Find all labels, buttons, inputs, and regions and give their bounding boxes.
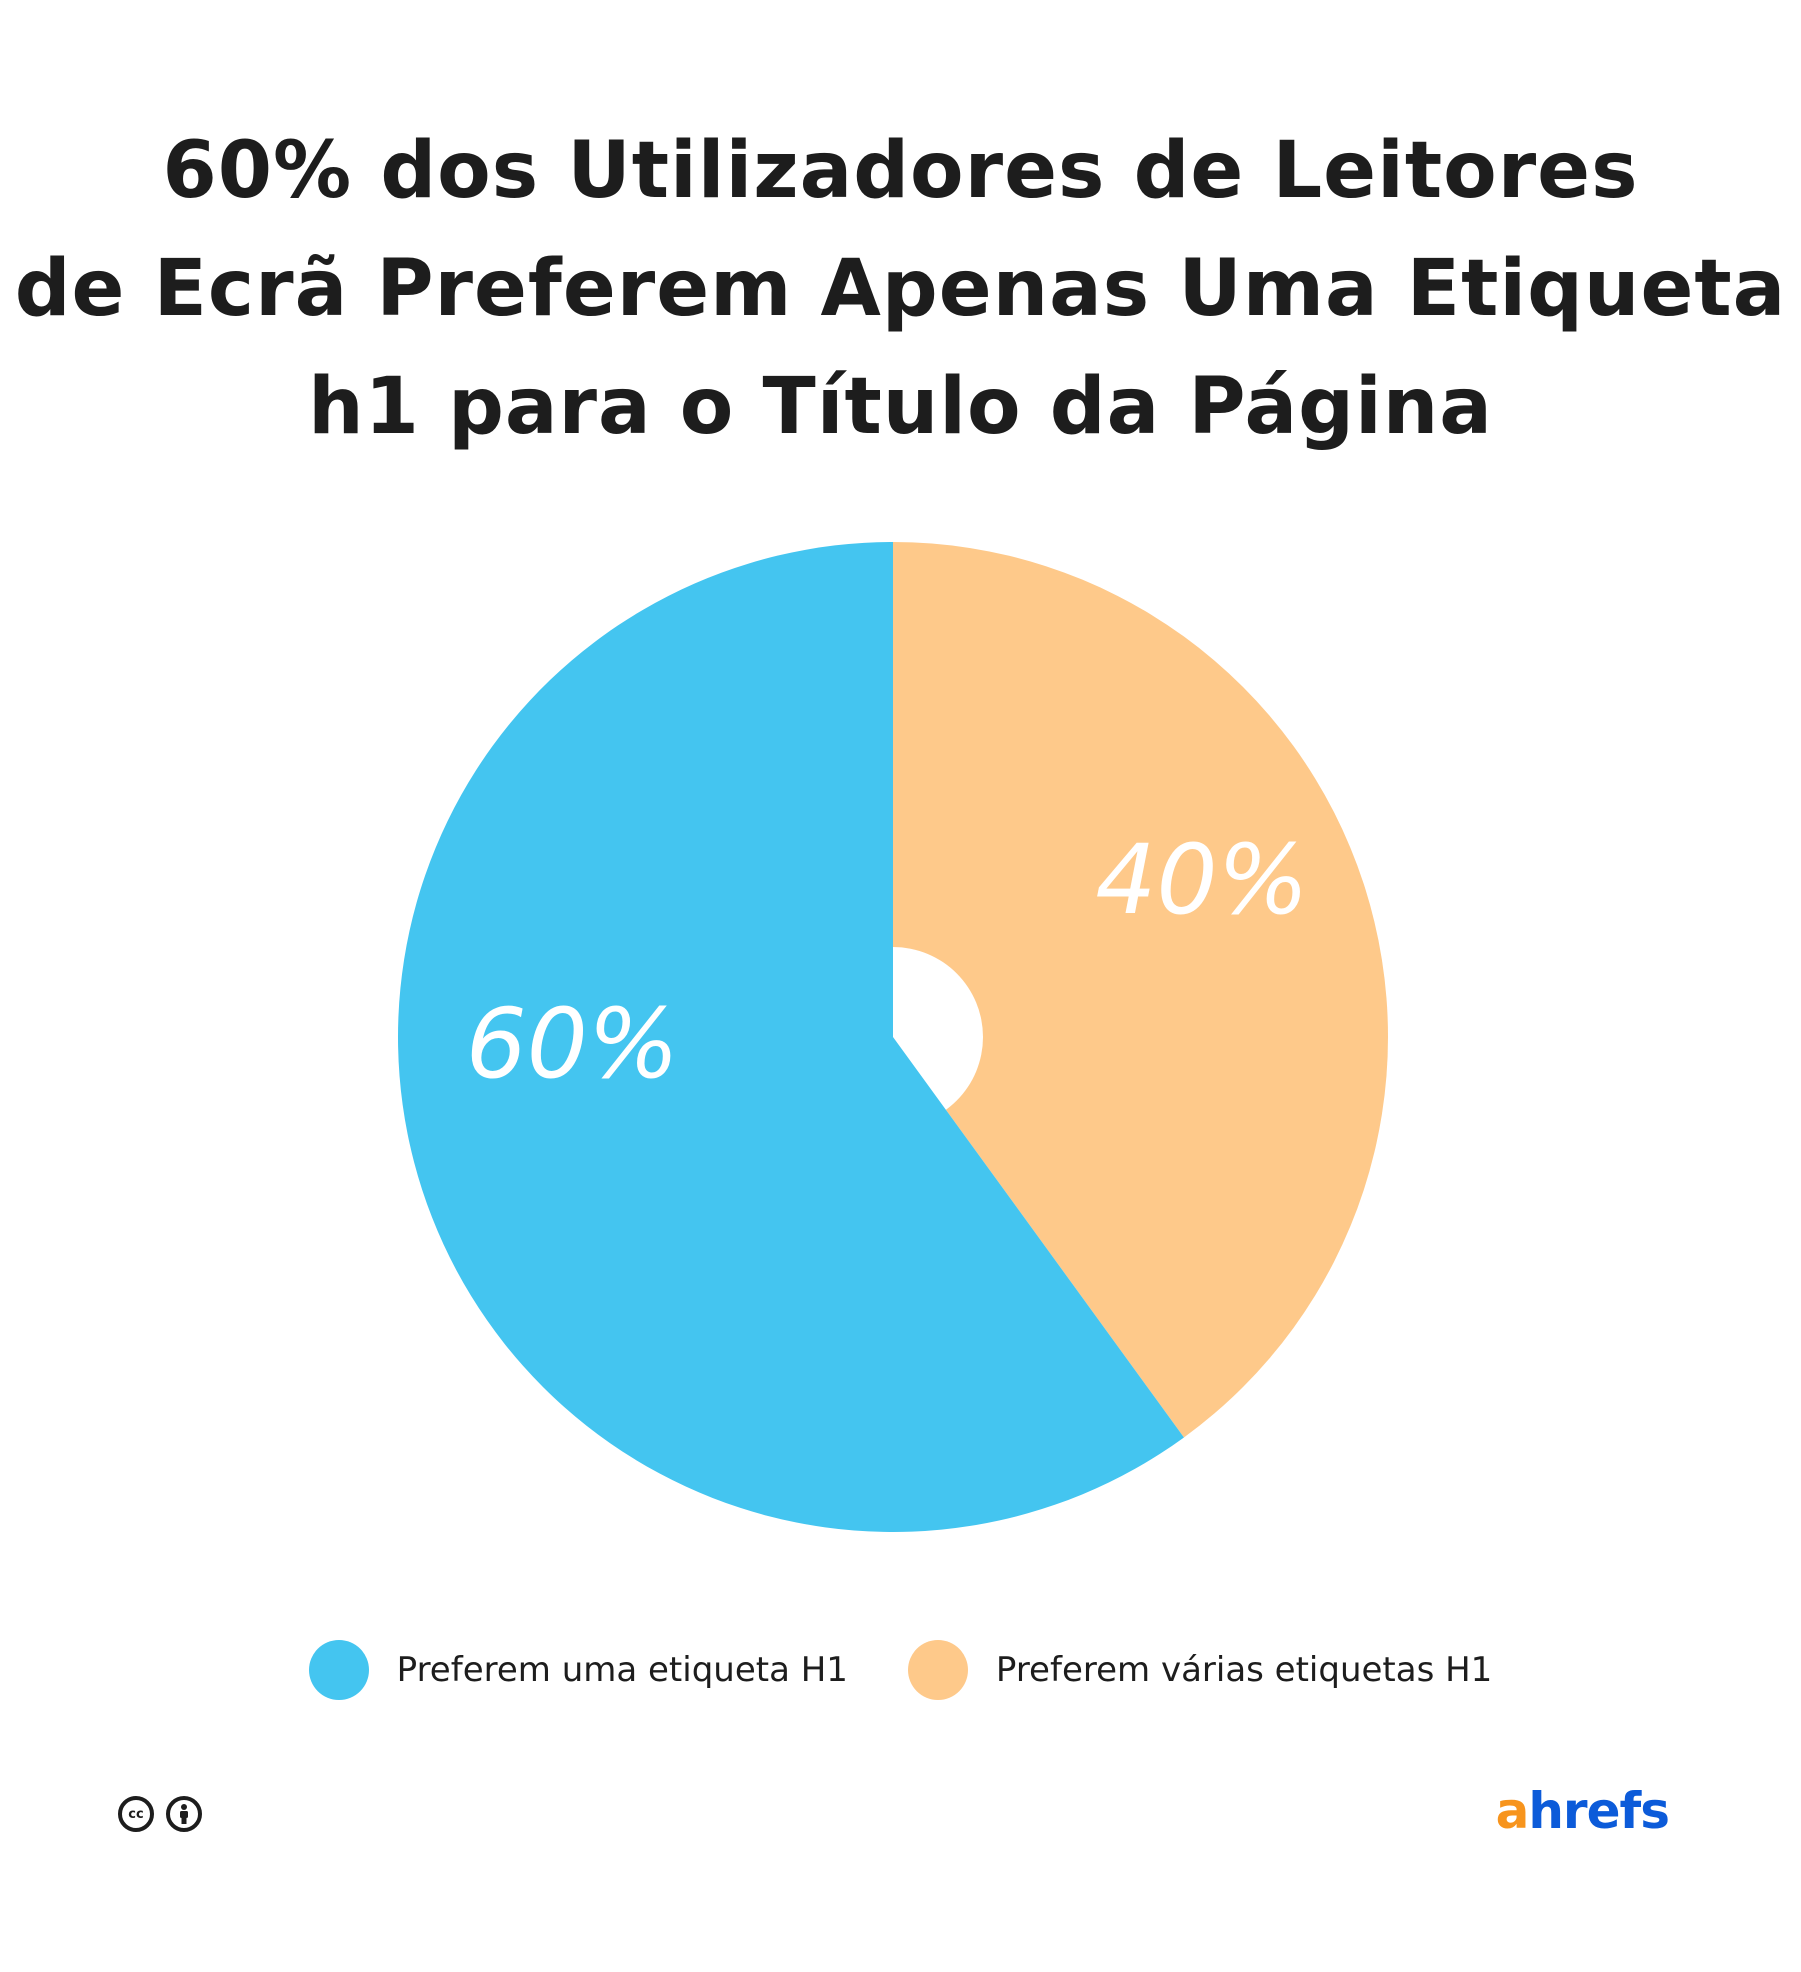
legend-label-multiple-h1: Preferem várias etiquetas H1 (995, 1650, 1493, 1690)
pie-slice-multiple-h1 (893, 542, 1389, 1438)
chart-title: 60% dos Utilizadores de Leitores de Ecrã… (0, 112, 1801, 466)
legend-item-multiple-h1: Preferem várias etiquetas H1 (907, 1640, 1493, 1700)
chart-title-line-1: 60% dos Utilizadores de Leitores (162, 126, 1639, 216)
legend-label-one-h1: Preferem uma etiqueta H1 (396, 1650, 848, 1690)
data-label-multiple-h1: 40% (1095, 824, 1308, 936)
chart-title-line-3: h1 para o Título da Página (308, 362, 1493, 452)
legend-swatch-multiple-h1 (907, 1640, 968, 1700)
cc-icon: cc (118, 1796, 154, 1832)
legend-swatch-one-h1 (308, 1640, 369, 1700)
ahrefs-logo: ahrefs (1495, 1782, 1670, 1840)
legend-item-one-h1: Preferem uma etiqueta H1 (308, 1640, 848, 1700)
chart-legend: Preferem uma etiqueta H1 Preferem várias… (0, 1640, 1801, 1700)
pie-slice-one-h1 (398, 542, 1184, 1532)
attribution-icon (166, 1796, 202, 1832)
license-badges: cc (118, 1796, 202, 1832)
chart-title-line-2: de Ecrã Preferem Apenas Uma Etiqueta (14, 244, 1787, 334)
data-label-one-h1: 60% (466, 988, 679, 1100)
